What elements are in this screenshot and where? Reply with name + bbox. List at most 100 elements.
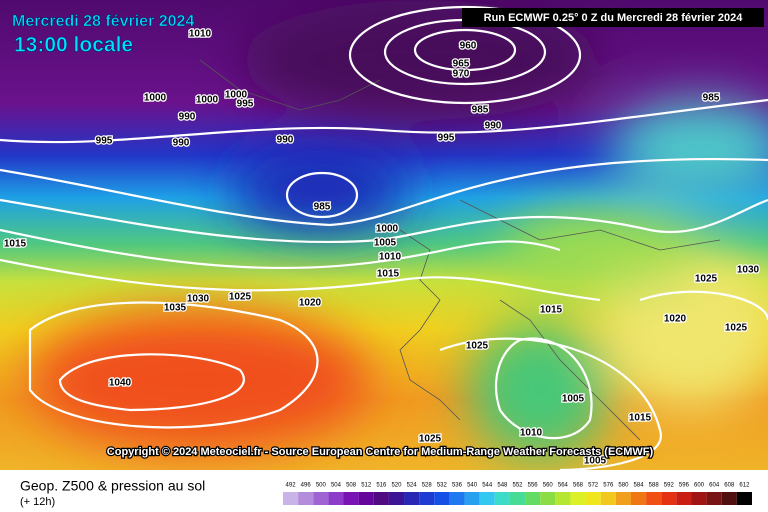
- isobar-label: 1025: [229, 292, 252, 303]
- isobar-label: 1005: [562, 394, 585, 405]
- colorbar-label: 564: [558, 483, 569, 489]
- colorbar-swatch: [464, 492, 480, 505]
- isobar-label: 1030: [737, 265, 760, 276]
- colorbar-label: 604: [709, 483, 720, 489]
- colorbar-label: 512: [361, 483, 372, 489]
- isobar-label: 960: [460, 41, 477, 52]
- colorbar-swatch: [404, 492, 420, 505]
- colorbar-swatch: [449, 492, 465, 505]
- isobar-label: 1000: [225, 90, 248, 101]
- isobar-label: 1005: [584, 456, 607, 467]
- isobar-label: 1015: [4, 239, 27, 250]
- run-info: Run ECMWF 0.25° 0 Z du Mercredi 28 févri…: [484, 12, 744, 24]
- colorbar-swatch: [509, 492, 526, 505]
- colorbar-label: 608: [724, 483, 735, 489]
- colorbar-swatch: [646, 492, 662, 505]
- colorbar-label: 596: [679, 483, 690, 489]
- colorbar-label: 572: [588, 483, 599, 489]
- colorbar-swatch: [555, 492, 571, 505]
- colorbar-label: 492: [286, 483, 297, 489]
- isobar-label: 965: [453, 59, 470, 70]
- colorbar-swatch: [358, 492, 374, 505]
- isobar-label: 1000: [144, 93, 167, 104]
- isobar-label: 990: [173, 138, 190, 149]
- colorbar-swatch: [388, 492, 405, 505]
- colorbar-label: 508: [346, 483, 357, 489]
- colorbar-swatch: [434, 492, 450, 505]
- copyright: Copyright © 2024 Meteociel.fr - Source E…: [107, 446, 654, 458]
- colorbar-swatch: [676, 492, 692, 505]
- colorbar-label: 548: [497, 483, 508, 489]
- colorbar-label: 612: [739, 483, 750, 489]
- local-time: 13:00 locale: [14, 34, 133, 57]
- isobar-label: 1010: [520, 428, 543, 439]
- colorbar-label: 540: [467, 483, 478, 489]
- isobar-label: 1015: [540, 305, 563, 316]
- colorbar-swatch: [736, 492, 752, 505]
- run-banner: [462, 8, 764, 27]
- footer-title: Geop. Z500 & pression au sol: [20, 478, 205, 494]
- colorbar-swatch: [570, 492, 586, 505]
- colorbar-swatch: [585, 492, 601, 505]
- colorbar-label: 500: [316, 483, 327, 489]
- isobar-label: 995: [237, 99, 254, 110]
- isobar-label: 985: [703, 93, 720, 104]
- isobar-label: 1025: [466, 341, 489, 352]
- colorbar-swatch: [479, 492, 495, 505]
- coastlines: [199, 59, 721, 441]
- colorbar-swatch: [298, 492, 314, 505]
- footer-lead: (+ 12h): [20, 496, 55, 508]
- colorbar-label: 536: [452, 483, 463, 489]
- colorbar-swatch: [419, 492, 435, 505]
- colorbar-swatch: [525, 492, 541, 505]
- colorbar-label: 520: [391, 483, 402, 489]
- isobar-label: 990: [485, 121, 502, 132]
- colorbar: 492 496 500 504 508 512 516 520 524 528 532 536 540 5…: [283, 483, 752, 505]
- colorbar-swatch: [328, 492, 344, 505]
- colorbar-swatch: [706, 492, 722, 505]
- colorbar-swatch: [630, 492, 647, 505]
- colorbar-swatch: [721, 492, 737, 505]
- colorbar-label: 592: [664, 483, 675, 489]
- isobar-label: 1035: [164, 303, 187, 314]
- colorbar-label: 496: [301, 483, 312, 489]
- isobar-label: 985: [314, 202, 331, 213]
- colorbar-swatch: [313, 492, 329, 505]
- isobars: [0, 5, 768, 472]
- isobar-label: 1025: [419, 434, 442, 445]
- isobar-label: 990: [277, 135, 294, 146]
- isobar-label: 1000: [196, 95, 219, 106]
- colorbar-label: 516: [376, 483, 387, 489]
- colorbar-swatch: [494, 492, 510, 505]
- colorbar-swatch: [343, 492, 359, 505]
- colorbar-swatch: [615, 492, 631, 505]
- isobar-label: 1040: [109, 378, 132, 389]
- colorbar-label: 580: [618, 483, 629, 489]
- colorbar-swatch: [691, 492, 707, 505]
- colorbar-label: 576: [603, 483, 614, 489]
- isobar-label: 970: [453, 69, 470, 80]
- isobar-label: 1010: [189, 29, 212, 40]
- isobar-label: 1000: [376, 224, 399, 235]
- colorbar-swatch: [540, 492, 556, 505]
- colorbar-swatch: [600, 492, 616, 505]
- isobar-label: 1020: [299, 298, 322, 309]
- colorbar-label: 524: [407, 483, 418, 489]
- colorbar-label: 600: [694, 483, 705, 489]
- isobar-label: 995: [96, 136, 113, 147]
- colorbar-label: 560: [543, 483, 554, 489]
- isobar-label: 990: [179, 112, 196, 123]
- isobar-label: 1010: [379, 252, 402, 263]
- colorbar-label: 544: [482, 483, 493, 489]
- isobar-label: 1015: [377, 269, 400, 280]
- colorbar-label: 528: [422, 483, 433, 489]
- isobar-label: 1015: [629, 413, 652, 424]
- isobar-label: 1025: [695, 274, 718, 285]
- colorbar-label: 504: [331, 483, 342, 489]
- colorbar-label: 568: [573, 483, 584, 489]
- isobar-label: 1025: [725, 323, 748, 334]
- colorbar-swatch: [283, 492, 299, 505]
- isobar-label: 995: [438, 133, 455, 144]
- colorbar-swatch: [373, 492, 389, 505]
